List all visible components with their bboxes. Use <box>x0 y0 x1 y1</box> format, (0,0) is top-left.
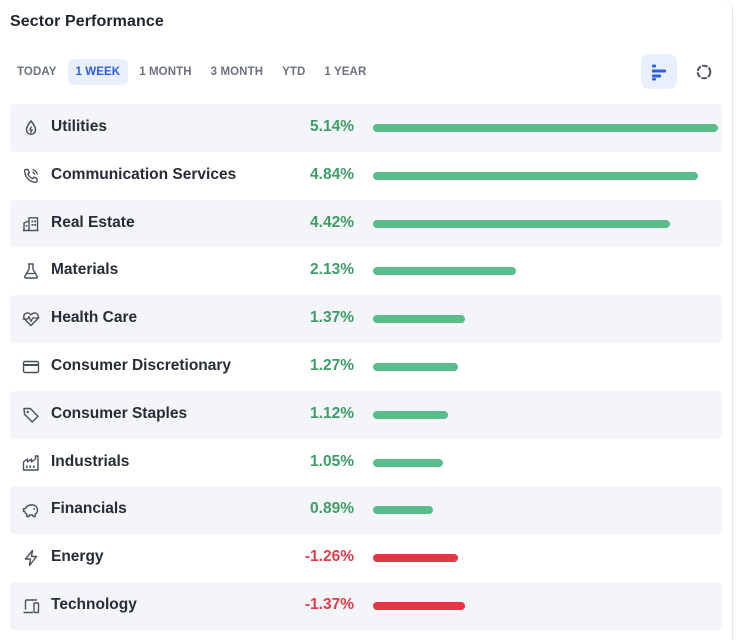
sector-change-percent: -1.37% <box>304 595 354 613</box>
devices-icon <box>21 596 41 616</box>
sector-row-consumer-staples[interactable]: Consumer Staples 1.12% <box>10 390 722 439</box>
sector-name: Technology <box>51 595 137 613</box>
sector-name: Utilities <box>51 118 107 135</box>
sector-change-percent: 1.05% <box>310 452 354 470</box>
sector-performance-bar <box>373 506 433 515</box>
sector-change-percent: 5.14% <box>310 118 354 135</box>
tag-icon <box>21 405 41 425</box>
sector-change-percent: 1.12% <box>310 404 354 422</box>
piggy-bank-icon <box>21 500 41 520</box>
sector-row-utilities[interactable]: Utilities 5.14% <box>10 104 722 152</box>
sector-performance-bar <box>373 171 698 180</box>
sector-row-real-estate[interactable]: Real Estate 4.42% <box>10 199 722 248</box>
sector-performance-bar <box>373 219 670 228</box>
tab-3-month[interactable]: 3 MONTH <box>210 66 264 78</box>
sector-performance-bar <box>373 267 516 276</box>
sector-change-percent: 4.42% <box>310 213 354 231</box>
sector-row-health-care[interactable]: Health Care 1.37% <box>10 295 722 343</box>
factory-icon <box>21 453 41 473</box>
tab-ytd[interactable]: YTD <box>282 66 306 78</box>
drop-icon <box>21 118 41 138</box>
building-icon <box>21 214 41 234</box>
sector-name: Industrials <box>51 452 130 470</box>
sector-row-industrials[interactable]: Industrials 1.05% <box>10 439 722 487</box>
sector-row-consumer-discretionary[interactable]: Consumer Discretionary 1.27% <box>10 343 722 391</box>
tab-today[interactable]: TODAY <box>17 66 57 78</box>
flask-icon <box>21 261 41 281</box>
sector-change-percent: 1.27% <box>310 356 354 374</box>
sector-performance-bar <box>373 315 465 324</box>
heartbeat-icon <box>21 309 41 329</box>
timeframe-tabs: TODAY 1 WEEK 1 MONTH 3 MONTH YTD 1 YEAR <box>9 59 377 85</box>
sector-name: Consumer Discretionary <box>51 356 232 374</box>
sector-name: Health Care <box>51 309 138 327</box>
credit-card-icon <box>21 357 41 377</box>
sector-performance-bar <box>373 410 448 419</box>
sector-performance-bar <box>373 554 458 563</box>
sector-change-percent: -1.26% <box>304 548 354 566</box>
sector-row-financials[interactable]: Financials 0.89% <box>10 486 722 535</box>
sector-change-percent: 1.37% <box>310 309 354 327</box>
lightning-icon <box>21 548 41 568</box>
sector-name: Financials <box>51 500 127 518</box>
tab-1-month[interactable]: 1 MONTH <box>139 66 192 78</box>
sector-name: Materials <box>51 261 119 279</box>
sector-change-percent: 0.89% <box>310 500 354 518</box>
tab-1-year[interactable]: 1 YEAR <box>324 66 367 78</box>
sector-performance-bar <box>373 362 458 371</box>
sector-name: Consumer Staples <box>51 404 188 422</box>
ring-chart-icon <box>696 64 712 79</box>
sector-name: Energy <box>51 548 104 566</box>
tab-1-week[interactable]: 1 WEEK <box>67 59 129 85</box>
sector-list: Utilities 5.14% Communication Services 4.84… <box>10 104 722 630</box>
sector-performance-bar <box>373 458 443 467</box>
sector-row-materials[interactable]: Materials 2.13% <box>10 247 722 295</box>
sector-change-percent: 2.13% <box>310 261 354 279</box>
bar-view-button[interactable] <box>641 54 677 89</box>
card-title: Sector Performance <box>10 13 164 30</box>
phone-icon <box>21 166 41 186</box>
sector-performance-bar <box>373 124 718 132</box>
ring-view-button[interactable] <box>686 54 722 89</box>
sector-name: Communication Services <box>51 165 237 183</box>
sector-row-communication-services[interactable]: Communication Services 4.84% <box>10 152 722 200</box>
sector-performance-bar <box>373 601 465 610</box>
sector-row-technology[interactable]: Technology -1.37% <box>10 581 722 630</box>
sector-name: Real Estate <box>51 213 135 231</box>
sector-change-percent: 4.84% <box>310 165 354 183</box>
sector-row-energy[interactable]: Energy -1.26% <box>10 534 722 582</box>
bar-chart-icon <box>652 64 666 80</box>
